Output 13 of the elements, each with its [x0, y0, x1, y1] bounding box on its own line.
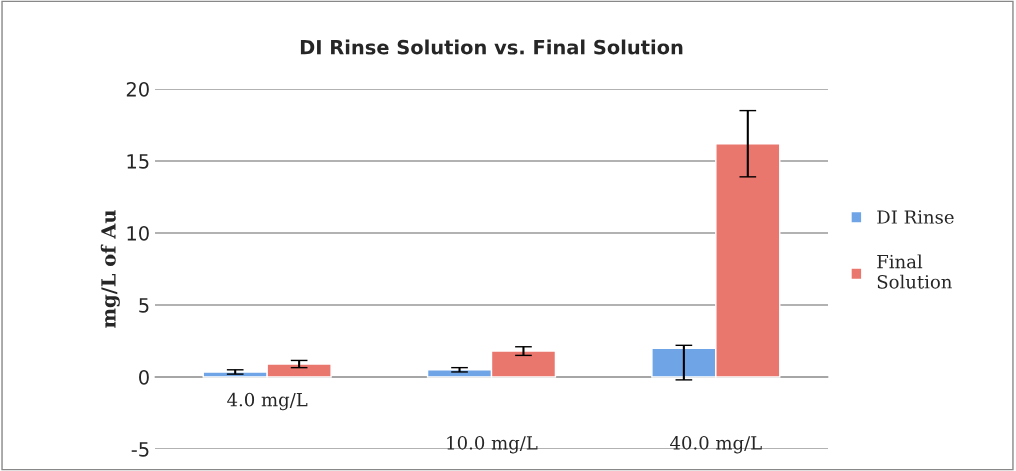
y-tick-label: 10 — [127, 225, 149, 241]
y-tick-label: 15 — [127, 154, 149, 169]
chart-title: DI Rinse Solution vs. Final Solution — [300, 39, 683, 55]
x-tick-label: 10.0 mg/L — [447, 436, 538, 454]
y-axis-title: mg/L of Au — [100, 210, 120, 328]
y-tick-label: 5 — [139, 298, 149, 313]
x-tick-label: 4.0 mg/L — [227, 392, 308, 411]
legend-label: DI Rinse — [877, 210, 954, 224]
y-tick-label: 0 — [139, 369, 149, 385]
legend-label: Final Solution — [877, 254, 952, 289]
x-tick-label: 40.0 mg/L — [670, 436, 762, 454]
y-tick-label: 20 — [126, 81, 149, 97]
y-tick-label: -5 — [131, 442, 149, 457]
